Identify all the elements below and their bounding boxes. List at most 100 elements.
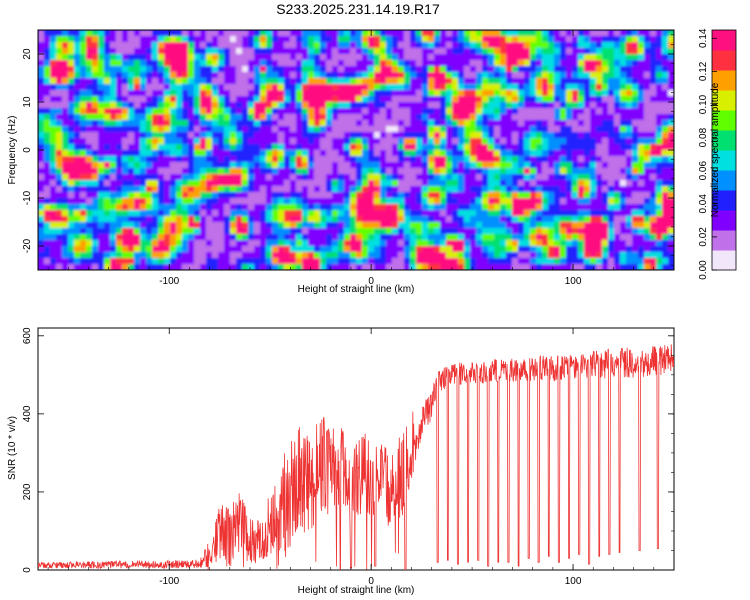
heatmap-cell [56,30,63,37]
heatmap-cell [356,168,363,175]
colorbar-step [712,98,736,103]
heatmap-cell [464,120,471,127]
heatmap-cell [440,42,447,49]
heatmap-cell [38,60,45,67]
heatmap-cell [158,120,165,127]
heatmap-cell [668,162,674,169]
heatmap-cell [278,222,285,229]
heatmap-cell [482,240,489,247]
heatmap-cell [392,102,399,109]
heatmap-cell [560,126,567,133]
heatmap-cell [344,36,351,43]
heatmap-cell [446,144,453,151]
heatmap-cell [350,246,357,253]
heatmap-cell [134,96,141,103]
heatmap-cell [38,102,45,109]
heatmap-cell [80,114,87,121]
heatmap-cell [74,78,81,85]
heatmap-cell [482,192,489,199]
heatmap-cell [110,126,117,133]
heatmap-cell [488,66,495,73]
heatmap-cell [122,30,129,37]
heatmap-cell [482,198,489,205]
heatmap-cell [608,78,615,85]
heatmap-cell [446,150,453,157]
heatmap-cell [656,216,663,223]
heatmap-cell [140,144,147,151]
heatmap-cell [650,264,657,270]
heatmap-cell [350,162,357,169]
heatmap-cell [50,48,57,55]
heatmap-cell [272,174,279,181]
heatmap-cell [410,162,417,169]
heatmap-cell [290,240,297,247]
heatmap-cell [260,240,267,247]
heatmap-cell [602,42,609,49]
heatmap-cell [254,144,261,151]
heatmap-cell [62,180,69,187]
heatmap-cell [446,252,453,259]
heatmap-cell [194,72,201,79]
heatmap-cell [458,84,465,91]
heatmap-cell [668,54,674,61]
heatmap-cell [482,30,489,37]
heatmap-cell [590,90,597,97]
heatmap-cell [86,222,93,229]
heatmap-cell [464,60,471,67]
heatmap-cell [170,186,177,193]
heatmap-cell [398,126,405,133]
heatmap-cell [116,216,123,223]
heatmap-cell [500,90,507,97]
heatmap-cell [158,246,165,253]
heatmap-cell [152,216,159,223]
heatmap-cell [152,174,159,181]
heatmap-cell [650,246,657,253]
heatmap-cell [650,186,657,193]
heatmap-cell [566,42,573,49]
heatmap-cell [374,36,381,43]
heatmap-cell [98,72,105,79]
heatmap-cell [572,174,579,181]
heatmap-cell [428,228,435,235]
heatmap-cell [638,264,645,270]
heatmap-x-tick-label: 100 [565,276,582,287]
heatmap-cell [542,60,549,67]
heatmap-cell [314,36,321,43]
heatmap-cell [632,84,639,91]
heatmap-cell [452,90,459,97]
colorbar-step [712,134,736,139]
heatmap-cell [512,78,519,85]
heatmap-cell [122,162,129,169]
heatmap-cell [410,258,417,265]
heatmap-cell [320,66,327,73]
heatmap-cell [464,174,471,181]
heatmap-cell [182,246,189,253]
heatmap-cell [554,78,561,85]
heatmap-cell [182,180,189,187]
heatmap-cell [236,72,243,79]
heatmap-cell [656,126,663,133]
heatmap-cell [512,180,519,187]
heatmap-cell [392,264,399,270]
heatmap-cell [218,90,225,97]
heatmap-cell [422,180,429,187]
heatmap-cell [404,114,411,121]
heatmap-cell [356,180,363,187]
heatmap-cell [158,78,165,85]
heatmap-cell [590,252,597,259]
heatmap-cell [308,192,315,199]
heatmap-cell [422,102,429,109]
heatmap-cell [104,180,111,187]
heatmap-cell [530,66,537,73]
heatmap-cell [224,234,231,241]
heatmap-cell [218,174,225,181]
heatmap-cell [242,192,249,199]
heatmap-cell [38,264,45,270]
heatmap-cell [626,126,633,133]
heatmap-cell [98,60,105,67]
heatmap-cell [434,42,441,49]
heatmap-cell [638,96,645,103]
heatmap-cell [548,258,555,265]
heatmap-cell [182,228,189,235]
heatmap-cell [464,84,471,91]
